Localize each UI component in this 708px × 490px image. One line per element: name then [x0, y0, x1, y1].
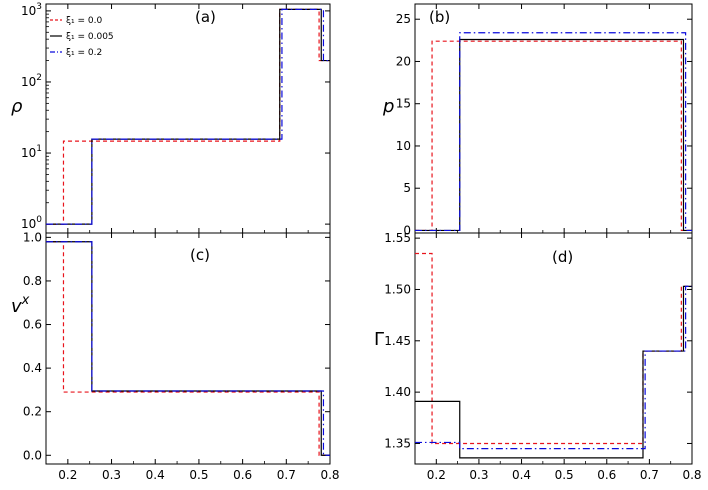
panel-a-series-3-line [46, 8, 330, 225]
panel-c-xtick-label: 0.4 [146, 468, 165, 482]
panel-a-series-1-line [46, 8, 330, 225]
legend-entry: ξ₁ = 0.0 [66, 16, 102, 26]
panel-a-label: (a) [195, 8, 216, 26]
panel-b-ytick-label: 10 [396, 139, 411, 153]
legend-entry: ξ₁ = 0.2 [66, 48, 102, 58]
panel-b-ytick-label: 15 [396, 97, 411, 111]
panel-b-ytick-label: 0 [403, 223, 411, 237]
panel-b-series-2-line [415, 38, 692, 232]
panel-c-series-1-line [46, 241, 330, 456]
panel-b-series-3-line [415, 32, 692, 232]
panel-c-ytick-label: 0.2 [23, 405, 42, 419]
panel-d-series-2-line [415, 285, 692, 459]
panel-c-ytick-label: 0.8 [23, 274, 42, 288]
panel-c-ytick-label: 0.0 [23, 448, 42, 462]
panel-a-ytick-label: 102 [21, 73, 42, 89]
panel-c-series-3-line [46, 241, 330, 456]
panel-d-ytick-label: 1.45 [384, 334, 411, 348]
panel-a-ytick-label: 100 [21, 215, 42, 231]
panel-d-xtick-label: 0.2 [427, 468, 446, 482]
panel-b-series-1-line [415, 40, 692, 232]
panel-c-xtick-label: 0.2 [58, 468, 77, 482]
panel-c-xtick-label: 0.6 [233, 468, 252, 482]
panel-b-ytick-label: 5 [403, 181, 411, 195]
panel-d-ytick-label: 1.40 [384, 385, 411, 399]
panel-c-ylabel: vx [11, 293, 30, 317]
panel-d-ytick-label: 1.55 [384, 231, 411, 245]
panel-d-xtick-label: 0.7 [640, 468, 659, 482]
panel-c-xtick-label: 0.3 [102, 468, 121, 482]
panel-d-xtick-label: 0.6 [597, 468, 616, 482]
panel-c-xtick-label: 0.5 [189, 468, 208, 482]
legend-entry: ξ₁ = 0.005 [66, 32, 114, 42]
panel-a-ylabel: ρ [11, 96, 23, 117]
panel-d-label: (d) [552, 248, 573, 266]
panel-c-xtick-label: 0.7 [277, 468, 296, 482]
panel-c-ytick-label: 0.4 [23, 361, 42, 375]
legend: ξ₁ = 0.0 ξ₁ = 0.005 ξ₁ = 0.2 [50, 16, 114, 58]
panel-d-xtick-label: 0.3 [469, 468, 488, 482]
panel-c: 0.2 0.3 0.4 0.5 0.6 0.7 0.8 0.0 0.2 0.4 0.6 0.8 1.0 v… [11, 230, 340, 482]
panel-d-ytick-label: 1.35 [384, 436, 411, 450]
panel-c-frame [45, 232, 331, 465]
panel-c-xtick-label: 0.8 [320, 468, 339, 482]
panel-a-ytick-label: 101 [21, 144, 42, 160]
panel-d-xtick-label: 0.5 [555, 468, 574, 482]
panel-d-frame [414, 232, 693, 465]
panel-b-frame [414, 3, 693, 234]
panel-a-ytick-label: 103 [21, 2, 42, 18]
panel-d-ytick-label: 1.50 [384, 282, 411, 296]
panel-b-ylabel: p [382, 96, 394, 117]
panel-d-series-1-line [415, 252, 692, 445]
panel-d-series-3-line [415, 285, 692, 450]
panel-d: 0.2 0.3 0.4 0.5 0.6 0.7 0.8 1.35 1.40 1.45 1.50 1.5… [374, 231, 702, 482]
panel-b: 0 5 10 15 20 25 p (b) [382, 3, 693, 237]
panel-d-ylabel: Γ [374, 329, 384, 350]
panel-c-ytick-label: 0.6 [23, 318, 42, 332]
panel-d-xtick-label: 0.4 [512, 468, 531, 482]
panel-b-label: (b) [429, 8, 450, 26]
panel-d-xtick-label: 0.8 [682, 468, 701, 482]
panel-b-ytick-label: 25 [396, 12, 411, 26]
panel-c-label: (c) [190, 246, 210, 264]
panel-c-series-2-line [46, 241, 330, 456]
panel-c-ytick-label: 1.0 [23, 230, 42, 244]
panel-b-ytick-label: 20 [396, 54, 411, 68]
